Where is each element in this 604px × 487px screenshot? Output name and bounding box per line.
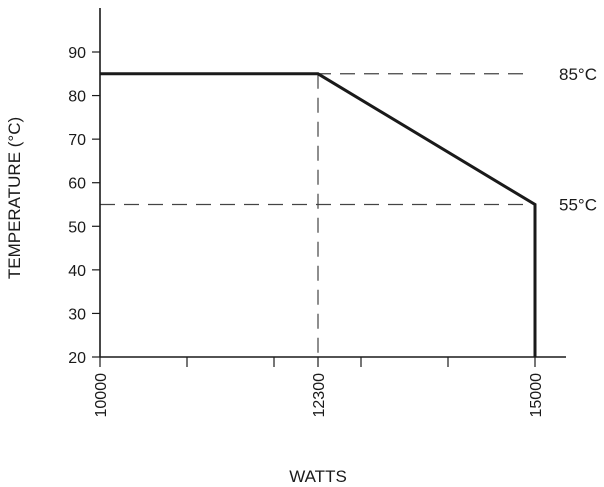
y-tick-label: 50 xyxy=(68,219,86,236)
y-tick-label: 80 xyxy=(68,89,86,106)
y-axis-label: TEMPERATURE (°C) xyxy=(5,117,24,279)
y-tick-label: 20 xyxy=(68,350,86,367)
y-tick-label: 30 xyxy=(68,306,86,323)
y-tick-label: 60 xyxy=(68,176,86,193)
series xyxy=(100,72,537,357)
x-tick-label: 10000 xyxy=(93,373,110,418)
annotation-55: 55°C xyxy=(559,196,597,215)
reference-lines xyxy=(100,73,530,357)
x-tick-label: 15000 xyxy=(528,373,545,418)
annotation-85: 85°C xyxy=(559,65,597,84)
y-tick-label: 90 xyxy=(68,45,86,62)
series-line-0 xyxy=(100,72,537,357)
y-tick-label: 40 xyxy=(68,263,86,280)
annotations: 85°C 55°C xyxy=(559,65,597,215)
y-axis-ticks: 20 30 40 50 60 70 80 90 xyxy=(68,45,100,367)
x-tick-label: 12300 xyxy=(311,373,328,418)
x-axis-ticks: 10000 12300 15000 xyxy=(93,357,545,418)
x-axis-label: WATTS xyxy=(289,467,347,486)
x-minor-ticks xyxy=(186,357,449,367)
y-tick-label: 70 xyxy=(68,132,86,149)
